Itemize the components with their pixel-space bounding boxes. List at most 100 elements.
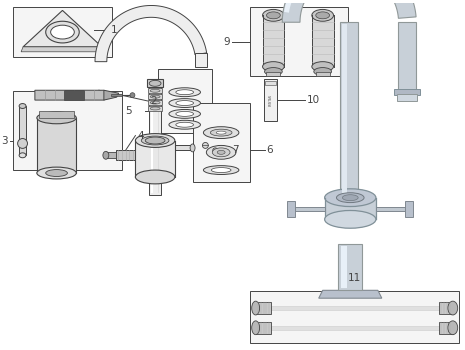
Ellipse shape [46,21,79,43]
Polygon shape [104,90,119,100]
Polygon shape [341,246,347,288]
Polygon shape [282,0,416,22]
Bar [148,94,162,99]
Polygon shape [135,140,175,177]
Text: 3: 3 [0,135,7,146]
Ellipse shape [265,68,282,76]
Ellipse shape [149,80,161,86]
Polygon shape [439,302,453,314]
Ellipse shape [266,12,280,19]
Bar [265,81,276,85]
Ellipse shape [103,151,109,159]
Polygon shape [319,290,382,298]
Ellipse shape [135,170,175,184]
Bar [250,7,348,76]
Ellipse shape [252,321,259,335]
Bar [19,106,26,155]
Ellipse shape [190,144,195,152]
Ellipse shape [150,101,160,104]
Ellipse shape [135,134,175,147]
Ellipse shape [37,112,76,124]
Polygon shape [21,47,104,52]
Polygon shape [272,306,439,310]
Ellipse shape [210,129,232,136]
Text: 11: 11 [348,273,362,282]
Ellipse shape [46,170,67,176]
Circle shape [213,148,218,153]
Polygon shape [291,206,325,211]
Ellipse shape [176,90,193,95]
Ellipse shape [252,301,259,315]
Polygon shape [272,326,439,330]
Text: 2: 2 [150,96,157,106]
Bar [148,106,162,111]
Ellipse shape [176,122,193,127]
Polygon shape [263,15,284,66]
Ellipse shape [211,168,231,173]
Bar [147,79,163,87]
Circle shape [202,142,208,148]
Ellipse shape [141,136,169,145]
Ellipse shape [448,321,458,335]
Polygon shape [325,198,376,219]
Polygon shape [266,71,280,76]
Polygon shape [39,111,74,118]
Polygon shape [287,201,295,217]
Bar [193,103,250,182]
Ellipse shape [150,89,160,92]
Polygon shape [35,90,111,100]
Polygon shape [284,0,349,13]
Polygon shape [339,244,362,290]
Ellipse shape [312,62,333,71]
Polygon shape [342,24,347,195]
Ellipse shape [325,189,376,206]
Circle shape [18,139,27,148]
Ellipse shape [263,62,284,71]
Polygon shape [394,89,420,95]
Ellipse shape [37,167,76,179]
Polygon shape [316,71,330,76]
Ellipse shape [448,301,458,315]
Polygon shape [256,322,272,334]
Bar [250,291,458,343]
Polygon shape [340,22,358,198]
Polygon shape [23,10,102,47]
Ellipse shape [217,150,225,154]
Ellipse shape [19,153,26,158]
Bar [148,88,162,93]
Text: 5: 5 [125,106,132,116]
Ellipse shape [216,131,226,134]
Polygon shape [116,150,135,160]
Ellipse shape [337,193,364,203]
Polygon shape [111,94,122,96]
Ellipse shape [203,127,239,139]
Ellipse shape [51,25,74,39]
Circle shape [130,93,135,98]
Polygon shape [37,118,76,173]
Ellipse shape [325,210,376,228]
Text: 10: 10 [307,95,320,105]
Polygon shape [256,302,272,314]
Ellipse shape [342,195,358,201]
Text: 9: 9 [223,37,230,47]
Polygon shape [405,201,413,217]
Ellipse shape [316,12,330,19]
Text: 4: 4 [137,131,144,141]
Ellipse shape [169,99,200,107]
Ellipse shape [312,9,333,21]
Ellipse shape [150,107,160,110]
Ellipse shape [213,148,230,157]
Ellipse shape [206,146,236,159]
Bar [13,91,122,170]
Text: 7: 7 [232,145,239,155]
Ellipse shape [176,100,193,105]
Bar [264,79,277,121]
Ellipse shape [19,104,26,108]
Bar [13,7,112,57]
Polygon shape [376,206,409,211]
Bar [148,100,162,105]
Bar [65,90,84,100]
Polygon shape [149,87,161,195]
Ellipse shape [263,9,284,21]
Text: 1: 1 [111,25,117,35]
